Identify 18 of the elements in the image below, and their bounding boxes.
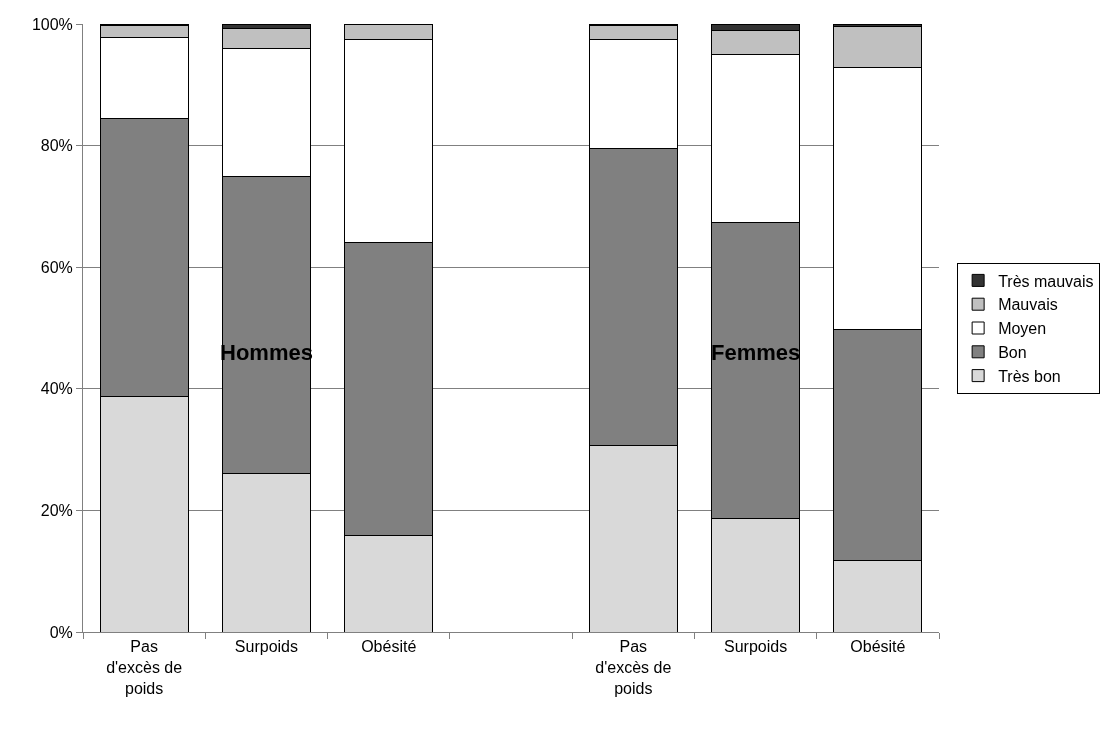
legend-label: Bon	[998, 344, 1027, 362]
legend-label: Très bon	[998, 367, 1061, 385]
legend-label: Très mauvais	[998, 272, 1094, 290]
x-tick-label: Obésité	[361, 638, 417, 656]
x-tick-label: Obésité	[850, 638, 906, 656]
annotation: Femmes	[711, 340, 801, 365]
y-tick-label: 20%	[40, 502, 73, 519]
legend-label: Mauvais	[998, 296, 1058, 314]
x-tick-label: Pas d'excès de poids	[106, 638, 183, 697]
y-tick-label: 60%	[40, 258, 73, 276]
y-tick-label: 100%	[31, 15, 73, 33]
x-tick-label: Pas d'excès de poids	[595, 638, 672, 697]
x-tick-label: Surpoids	[234, 638, 299, 656]
y-tick-label: 0%	[49, 623, 73, 641]
x-tick-label: Surpoids	[723, 638, 788, 656]
y-tick-label: 80%	[40, 137, 73, 155]
y-tick-label: 40%	[40, 380, 73, 398]
legend-label: Moyen	[998, 320, 1047, 338]
